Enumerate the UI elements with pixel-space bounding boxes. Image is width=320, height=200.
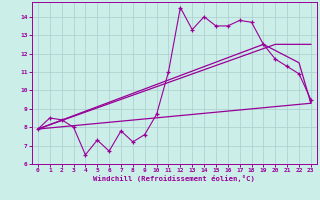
X-axis label: Windchill (Refroidissement éolien,°C): Windchill (Refroidissement éolien,°C): [93, 175, 255, 182]
